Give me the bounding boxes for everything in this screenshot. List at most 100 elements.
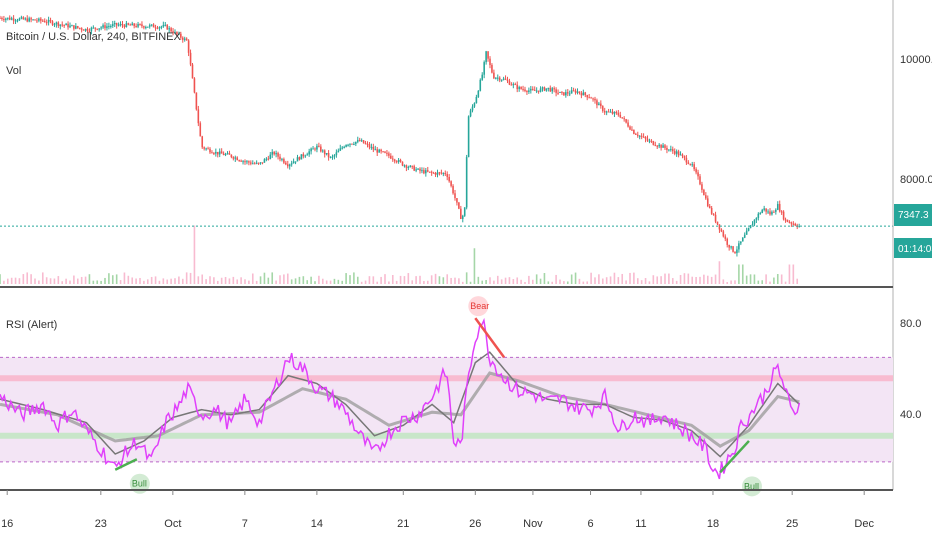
candle-body bbox=[572, 90, 575, 92]
candle-body bbox=[415, 169, 417, 171]
x-tick-label: 7 bbox=[242, 518, 248, 530]
candle-body bbox=[454, 193, 456, 199]
candle-body bbox=[526, 91, 528, 93]
volume-bar bbox=[49, 278, 52, 284]
candle-body bbox=[372, 146, 375, 150]
candle-body bbox=[366, 143, 369, 145]
candle-body bbox=[759, 213, 762, 215]
candle-body bbox=[465, 157, 468, 208]
candle-body bbox=[440, 172, 443, 174]
candle-body bbox=[495, 77, 497, 79]
candle-body bbox=[539, 88, 542, 92]
volume-group bbox=[0, 225, 799, 284]
candle-body bbox=[753, 219, 756, 225]
volume-bar bbox=[438, 276, 441, 284]
volume-bar bbox=[788, 264, 791, 284]
candle-body bbox=[71, 25, 73, 27]
volume-bar bbox=[461, 281, 464, 284]
volume-bar bbox=[302, 276, 305, 284]
candle-body bbox=[413, 166, 415, 171]
candle-body bbox=[557, 92, 559, 94]
volume-bar bbox=[10, 277, 13, 284]
volume-bar bbox=[566, 281, 569, 284]
volume-bar bbox=[92, 280, 95, 284]
candle-body bbox=[401, 161, 404, 166]
candle-body bbox=[504, 78, 507, 80]
candle-body bbox=[592, 98, 594, 100]
candle-body bbox=[718, 224, 721, 230]
candle-body bbox=[769, 211, 771, 215]
candle-body bbox=[10, 18, 13, 20]
candle-body bbox=[331, 156, 334, 158]
volume-bar bbox=[356, 276, 359, 284]
volume-bar bbox=[726, 282, 729, 284]
candle-body bbox=[207, 148, 209, 150]
candle-body bbox=[269, 154, 272, 160]
candle-body bbox=[533, 89, 536, 91]
candle-body bbox=[178, 33, 180, 35]
volume-bar bbox=[481, 280, 484, 284]
candle-body bbox=[607, 111, 610, 113]
candle-body bbox=[288, 164, 291, 167]
candle-body bbox=[798, 225, 800, 227]
volume-bar bbox=[220, 277, 223, 284]
candle-body bbox=[483, 62, 485, 75]
candle-body bbox=[596, 100, 598, 106]
volume-bar bbox=[240, 277, 242, 284]
candle-body bbox=[452, 185, 454, 194]
x-tick-label: 23 bbox=[95, 518, 107, 530]
volume-bar bbox=[648, 281, 651, 284]
candle-body bbox=[430, 171, 433, 173]
volume-bar bbox=[430, 275, 433, 284]
candle-body bbox=[199, 123, 202, 137]
volume-bar bbox=[458, 278, 460, 284]
volume-bar bbox=[298, 276, 301, 284]
price-axis: 10000.0 8000.0 7347.3 01:14:03 bbox=[892, 0, 932, 490]
candle-body bbox=[285, 162, 287, 165]
volume-bar bbox=[773, 277, 775, 284]
candle-body bbox=[362, 140, 365, 144]
candle-body bbox=[720, 229, 723, 232]
candle-body bbox=[697, 172, 699, 177]
volume-bar bbox=[504, 277, 507, 284]
candle-body bbox=[677, 151, 680, 156]
volume-bar bbox=[135, 278, 137, 284]
candle-body bbox=[409, 165, 412, 168]
candle-body bbox=[224, 154, 227, 156]
candle-body bbox=[605, 111, 608, 113]
candle-body bbox=[215, 151, 217, 154]
volume-bar bbox=[45, 277, 48, 284]
candle-body bbox=[765, 208, 767, 212]
volume-bar bbox=[543, 273, 546, 284]
candle-body bbox=[246, 161, 248, 163]
candle-body bbox=[623, 118, 625, 120]
candle-body bbox=[617, 112, 620, 115]
candle-body bbox=[565, 92, 567, 96]
candle-body bbox=[778, 204, 781, 212]
candle-body bbox=[580, 93, 583, 96]
candle-body bbox=[461, 215, 464, 219]
candle-body bbox=[670, 149, 672, 151]
candle-body bbox=[730, 246, 732, 248]
candle-body bbox=[432, 172, 435, 174]
candle-body bbox=[609, 111, 612, 113]
candle-body bbox=[481, 74, 484, 80]
candle-body bbox=[335, 152, 338, 156]
candle-body bbox=[419, 168, 421, 171]
candle-body bbox=[43, 20, 46, 23]
candle-body bbox=[234, 157, 237, 159]
candle-body bbox=[150, 24, 153, 26]
volume-bar bbox=[493, 280, 495, 284]
candle-body bbox=[277, 153, 279, 157]
candle-body bbox=[96, 28, 99, 30]
candle-body bbox=[448, 176, 450, 182]
candle-body bbox=[757, 213, 760, 218]
x-tick-label: Nov bbox=[523, 518, 543, 530]
candle-body bbox=[407, 167, 410, 169]
volume-bar bbox=[216, 280, 219, 284]
candle-body bbox=[376, 149, 379, 153]
candle-body bbox=[689, 163, 692, 165]
bear-badge bbox=[468, 296, 489, 317]
volume-bar bbox=[644, 278, 647, 284]
candle-body bbox=[652, 141, 655, 145]
